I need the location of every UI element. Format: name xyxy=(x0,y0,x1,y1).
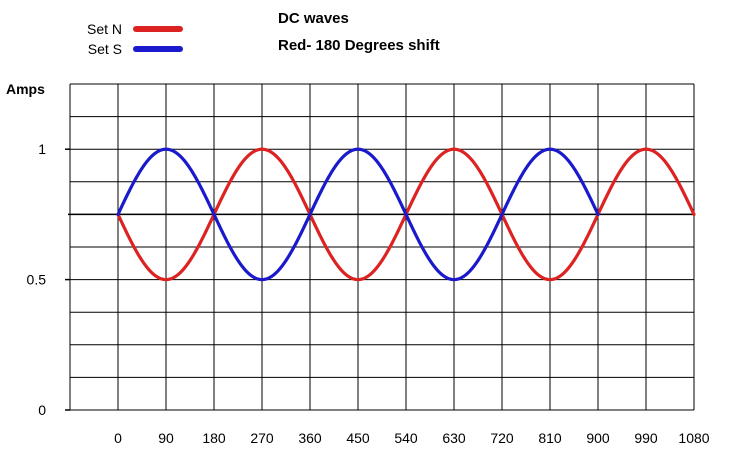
series-lines xyxy=(116,147,696,282)
chart-subtitle: Red- 180 Degrees shift xyxy=(278,37,440,54)
x-tick-label: 0 xyxy=(114,430,122,446)
x-tick-label: 900 xyxy=(586,430,610,446)
grid xyxy=(65,83,695,411)
x-tick-label: 630 xyxy=(442,430,466,446)
legend-label-set-n: Set N xyxy=(87,21,122,37)
y-tick-label: 0.5 xyxy=(27,272,47,288)
x-tick-labels: 0 90 180 270 360 450 540 630 720 810 900 990 1080 xyxy=(114,430,710,446)
y-axis-label: Amps xyxy=(6,81,45,97)
x-tick-label: 540 xyxy=(394,430,418,446)
x-tick-label: 270 xyxy=(250,430,274,446)
x-tick-label: 360 xyxy=(298,430,322,446)
legend: Set N Set S xyxy=(87,21,183,57)
x-tick-label: 90 xyxy=(158,430,174,446)
y-tick-labels: 00.51 xyxy=(27,141,47,418)
y-tick-label: 1 xyxy=(38,141,46,157)
x-tick-label: 450 xyxy=(346,430,370,446)
legend-label-set-s: Set S xyxy=(88,41,122,57)
chart-title: DC waves xyxy=(278,10,349,27)
x-tick-label: 810 xyxy=(538,430,562,446)
x-tick-label: 1080 xyxy=(678,430,709,446)
x-tick-label: 990 xyxy=(634,430,658,446)
series-line-set-s xyxy=(116,147,600,282)
x-tick-label: 720 xyxy=(490,430,514,446)
y-tick-label: 0 xyxy=(38,402,46,418)
x-tick-label: 180 xyxy=(202,430,226,446)
